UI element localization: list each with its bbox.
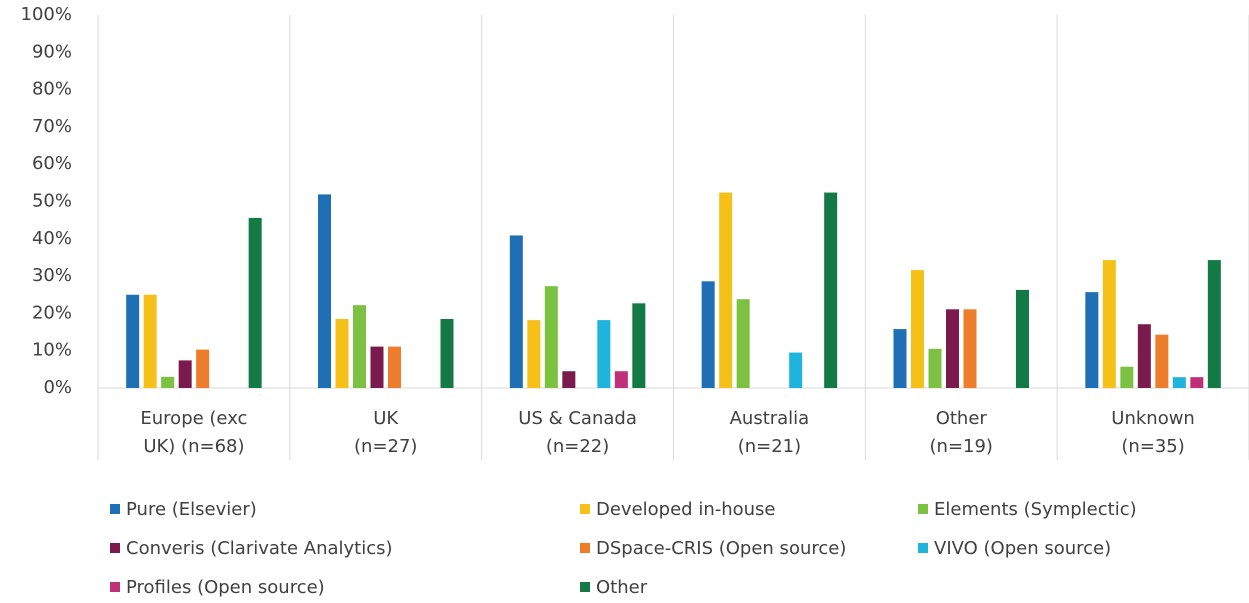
x-tick-label: Australia (n=21) bbox=[729, 408, 810, 457]
legend-item: DSpace-CRIS (Open source) bbox=[580, 536, 846, 560]
bar bbox=[1085, 292, 1099, 388]
bar bbox=[353, 305, 366, 388]
x-tick-label: Other (n=19) bbox=[929, 408, 993, 457]
bar bbox=[562, 371, 576, 388]
bar bbox=[388, 346, 401, 388]
bar bbox=[893, 329, 907, 388]
bar bbox=[719, 192, 733, 388]
legend-swatch bbox=[110, 504, 120, 514]
bar bbox=[597, 320, 611, 388]
bar bbox=[1016, 289, 1029, 388]
legend-label: Developed in-house bbox=[596, 498, 776, 520]
legend-swatch bbox=[918, 504, 928, 514]
bar bbox=[928, 348, 942, 388]
bar bbox=[248, 217, 262, 388]
legend-swatch bbox=[110, 582, 120, 592]
legend-item: Pure (Elsevier) bbox=[110, 497, 257, 521]
legend-swatch bbox=[580, 543, 590, 553]
bar bbox=[527, 320, 541, 388]
x-tick-label: Europe (exc UK) (n=68) bbox=[140, 408, 248, 457]
bar bbox=[1120, 366, 1134, 388]
legend-label: Profiles (Open source) bbox=[126, 576, 325, 598]
legend-swatch bbox=[580, 582, 590, 592]
bar bbox=[824, 192, 838, 388]
bar bbox=[126, 294, 140, 388]
bar bbox=[440, 318, 454, 388]
legend-label: Elements (Symplectic) bbox=[934, 498, 1137, 520]
bar bbox=[789, 352, 803, 388]
bar bbox=[544, 286, 558, 388]
legend-label: Other bbox=[596, 576, 648, 598]
bar bbox=[963, 309, 977, 388]
bar bbox=[143, 294, 157, 388]
legend-label: VIVO (Open source) bbox=[934, 537, 1112, 559]
legend-item: Converis (Clarivate Analytics) bbox=[110, 536, 393, 560]
bar bbox=[946, 309, 959, 388]
y-tick-label: 0% bbox=[43, 377, 72, 398]
legend-item: Profiles (Open source) bbox=[110, 575, 325, 599]
legend-item: VIVO (Open source) bbox=[918, 536, 1111, 560]
bar bbox=[1155, 334, 1169, 388]
legend-swatch bbox=[110, 543, 120, 553]
bar bbox=[1207, 260, 1221, 388]
legend-item: Developed in-house bbox=[580, 497, 776, 521]
bar bbox=[161, 376, 175, 388]
bar bbox=[701, 281, 715, 388]
y-tick-label: 80% bbox=[32, 79, 72, 100]
y-tick-label: 10% bbox=[32, 340, 72, 361]
y-tick-label: 30% bbox=[32, 265, 72, 286]
y-tick-label: 50% bbox=[32, 191, 72, 212]
y-tick-label: 90% bbox=[32, 41, 72, 62]
bar bbox=[318, 194, 331, 388]
legend-item: Other bbox=[580, 575, 647, 599]
bar bbox=[614, 371, 628, 388]
legend-label: Pure (Elsevier) bbox=[126, 498, 257, 520]
bar bbox=[1190, 377, 1204, 388]
legend-label: DSpace-CRIS (Open source) bbox=[596, 537, 847, 559]
bar bbox=[1137, 324, 1151, 388]
bar bbox=[370, 346, 384, 388]
bar bbox=[1102, 260, 1116, 388]
bar bbox=[509, 235, 523, 388]
y-tick-label: 60% bbox=[32, 153, 72, 174]
y-tick-label: 70% bbox=[32, 116, 72, 137]
y-tick-label: 20% bbox=[32, 302, 72, 323]
x-tick-label: UK (n=27) bbox=[354, 408, 418, 457]
bar bbox=[1172, 377, 1186, 388]
y-tick-label: 40% bbox=[32, 228, 72, 249]
bar bbox=[911, 270, 924, 388]
bar bbox=[178, 360, 192, 388]
bar bbox=[632, 303, 646, 388]
legend-swatch bbox=[918, 543, 928, 553]
x-tick-label: US & Canada (n=22) bbox=[518, 408, 637, 457]
bar bbox=[196, 349, 210, 388]
x-tick-label: Unknown (n=35) bbox=[1111, 408, 1195, 457]
y-tick-label: 100% bbox=[21, 4, 72, 25]
legend-swatch bbox=[580, 504, 590, 514]
legend-label: Converis (Clarivate Analytics) bbox=[126, 537, 393, 559]
bar bbox=[736, 299, 750, 388]
bar bbox=[335, 318, 349, 388]
legend-item: Elements (Symplectic) bbox=[918, 497, 1137, 521]
